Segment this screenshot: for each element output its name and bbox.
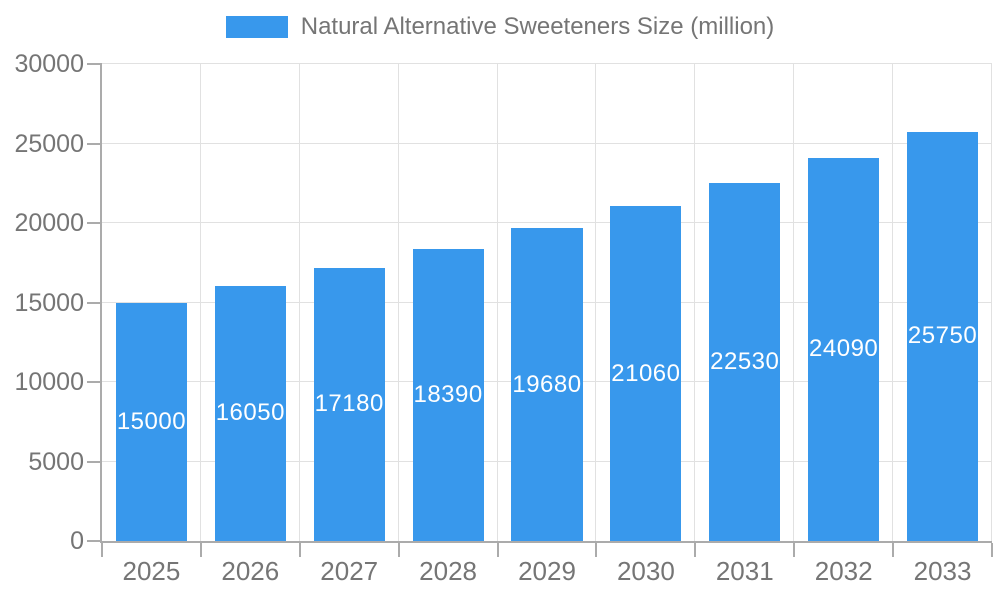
bar-value-label: 22530 [710,347,780,375]
x-tick-label: 2030 [616,556,675,586]
y-tick-label: 10000 [14,368,84,396]
x-tick-mark [694,543,697,557]
bar-value-label: 25750 [907,322,978,350]
bar-2028[interactable]: 18390 [412,248,484,541]
bar-value-label: 24090 [809,335,879,363]
gridline-vertical [199,64,201,541]
bar-value-label: 21060 [611,359,681,387]
gridline-vertical [496,64,498,541]
legend-label: Natural Alternative Sweeteners Size (mil… [300,13,775,40]
bar-2027[interactable]: 17180 [313,267,385,541]
gridline-vertical [397,64,399,541]
legend-swatch-icon [225,16,288,38]
bar-2029[interactable]: 19680 [511,228,583,541]
x-tick-label: 2029 [518,556,576,586]
bar-value-label: 18390 [413,380,483,408]
gridline-vertical [991,64,992,541]
gridline-vertical [892,64,894,541]
y-tick-label: 25000 [14,129,84,158]
y-tick-label: 15000 [14,288,84,317]
y-tick-label: 30000 [14,50,84,78]
bar-2026[interactable]: 16050 [214,285,286,541]
gridline-horizontal [102,222,992,223]
bar-2031[interactable]: 22530 [709,182,781,541]
x-tick-mark [496,543,499,557]
bar-value-label: 16050 [215,399,285,427]
x-axis-line [100,541,992,543]
x-tick-label: 2025 [122,556,181,586]
gridline-vertical [595,64,597,541]
x-tick-mark [793,543,796,557]
plot-area: 15000 16050 17180 18390 19680 21060 22530 24090… [102,63,992,541]
y-tick-mark [87,540,102,542]
bar-2025[interactable]: 15000 [115,302,188,541]
gridline-vertical [298,64,300,541]
y-tick-mark [87,381,102,383]
x-tick-mark [101,543,103,557]
y-axis-line [100,64,102,543]
y-tick-label: 0 [70,527,84,555]
gridline-horizontal [102,142,992,144]
y-tick-label: 5000 [28,447,84,476]
y-tick-mark [87,460,102,463]
gridline-vertical [793,64,795,541]
x-tick-mark [595,543,598,557]
x-tick-label: 2032 [814,556,873,586]
x-tick-mark [892,543,895,557]
x-tick-mark [199,543,202,557]
y-tick-mark [87,222,102,224]
bar-2033[interactable]: 25750 [906,131,979,541]
x-tick-mark [397,543,400,557]
x-tick-mark [991,543,993,557]
y-tick-mark [87,63,102,65]
gridline-horizontal [102,63,992,64]
legend: Natural Alternative Sweeteners Size (mil… [0,14,1000,40]
x-tick-label: 2031 [715,556,774,586]
x-tick-label: 2026 [221,556,280,586]
bar-2030[interactable]: 21060 [610,206,682,541]
y-tick-mark [87,301,102,304]
x-tick-label: 2027 [320,556,379,586]
y-tick-mark [87,142,102,145]
x-tick-label: 2033 [913,556,972,586]
bar-value-label: 19680 [512,370,582,398]
bar-value-label: 15000 [116,407,187,435]
x-tick-label: 2028 [419,556,478,586]
gridline-vertical [694,64,696,541]
y-tick-label: 20000 [14,209,84,237]
x-tick-mark [298,543,301,557]
legend-item[interactable]: Natural Alternative Sweeteners Size (mil… [225,13,775,40]
bar-2032[interactable]: 24090 [808,157,880,541]
bar-value-label: 17180 [314,390,384,418]
